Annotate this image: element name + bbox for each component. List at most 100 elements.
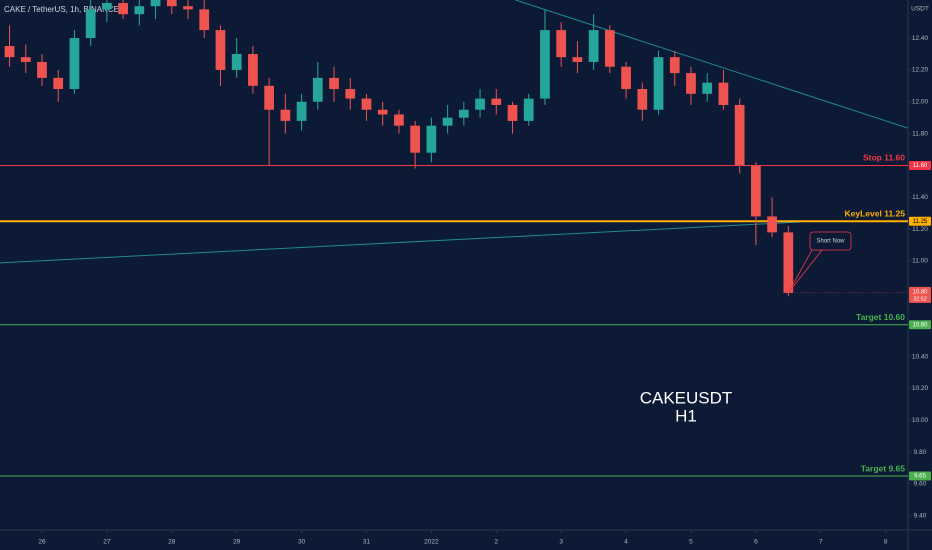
countdown-label: 32:52 [913,296,927,302]
candle-body [491,98,502,105]
candle-body [280,109,291,121]
candle-body [102,3,112,10]
candle-body [377,109,388,115]
watermark: H1 [675,406,697,425]
candle-body [264,85,275,110]
axis-unit: USDT [911,6,929,13]
candle-body [507,104,518,121]
x-tick-label: 6 [754,539,758,546]
candle-body [767,216,777,233]
last-price-box [909,286,931,303]
candle-body [475,98,485,110]
trendline [0,221,801,264]
level-axis-box [909,216,931,226]
watermark: CAKEUSDT [640,388,733,407]
y-tick-label: 11.80 [912,130,928,137]
x-tick-label: 5 [689,539,693,546]
candle-body [312,77,323,102]
candle-body [718,82,729,105]
candle-body [604,30,615,67]
x-tick-label: 7 [819,539,823,546]
candle-body [686,73,696,94]
y-tick-label: 9.60 [914,481,927,488]
level-axis-label: 9.65 [914,474,926,480]
candle-body [215,30,226,70]
level-name: Target 10.60 [856,312,905,322]
y-tick-label: 10.40 [912,353,929,360]
candle-body [637,89,648,110]
candle-body [166,0,177,7]
candle-body [329,77,339,90]
x-tick-label: 8 [884,539,888,546]
level-name: KeyLevel 11.25 [845,208,906,218]
candle-body [702,82,713,94]
candle-body [20,57,31,62]
candle-body [523,98,534,121]
candle-body [231,53,242,70]
y-tick-label: 12.00 [912,98,929,105]
x-tick-label: 29 [233,539,241,546]
candle-body [588,30,599,62]
level-axis-label: 10.60 [912,322,928,328]
chart-title: CAKE / TetherUS, 1h, BINANCE [4,5,119,14]
candle-body [410,125,421,153]
y-tick-label: 12.20 [912,67,929,74]
x-tick-label: 30 [298,539,306,546]
candle-body [669,57,680,74]
candle-body [442,117,453,126]
candle-body [572,57,583,62]
y-tick-label: 9.40 [914,513,927,520]
level-axis-box [909,160,931,170]
candle-body [361,98,372,110]
x-tick-label: 26 [38,539,46,546]
candle-body [199,9,210,31]
y-tick-label: 10.00 [912,417,929,424]
candle-body [53,77,64,90]
candle-body [345,89,356,99]
candle-body [426,125,437,153]
y-tick-label: 11.20 [912,226,928,233]
y-tick-label: 12.40 [912,35,929,42]
y-tick-label: 9.80 [914,449,927,456]
level-axis-box [909,320,931,330]
level-axis-box [909,471,931,481]
x-tick-label: 31 [363,539,371,546]
candle-body [4,46,15,58]
candle-body [37,61,47,78]
candle-body [296,101,307,121]
candle-body [150,0,161,7]
trendline [514,0,908,129]
y-tick-label: 10.20 [912,385,929,392]
candle-body [183,6,193,10]
y-tick-label: 11.40 [912,194,928,201]
x-tick-label: 2022 [424,539,439,546]
candle-body [69,38,80,90]
candle-body [751,165,761,217]
candle-body [783,232,794,293]
x-tick-label: 4 [624,539,628,546]
candle-body [540,30,550,99]
level-axis-label: 11.25 [913,219,928,225]
candle-body [653,57,664,110]
last-price-label: 10.80 [912,289,928,295]
candle-body [118,3,128,15]
candle-body [734,104,745,166]
candle-body [248,53,258,86]
x-tick-label: 27 [103,539,111,546]
candle-body [458,109,469,118]
level-axis-label: 11.60 [913,163,928,169]
candle-body [556,30,567,58]
callout-box [809,231,852,251]
x-tick-label: 3 [559,539,563,546]
candle-body [134,6,145,15]
x-tick-label: 28 [168,539,176,546]
candle-body [621,66,631,90]
callout-text: Short Now [816,239,845,245]
candle-body [85,9,96,39]
candle-body [394,114,404,126]
level-name: Target 9.65 [861,463,906,473]
y-tick-label: 11.00 [912,258,928,265]
